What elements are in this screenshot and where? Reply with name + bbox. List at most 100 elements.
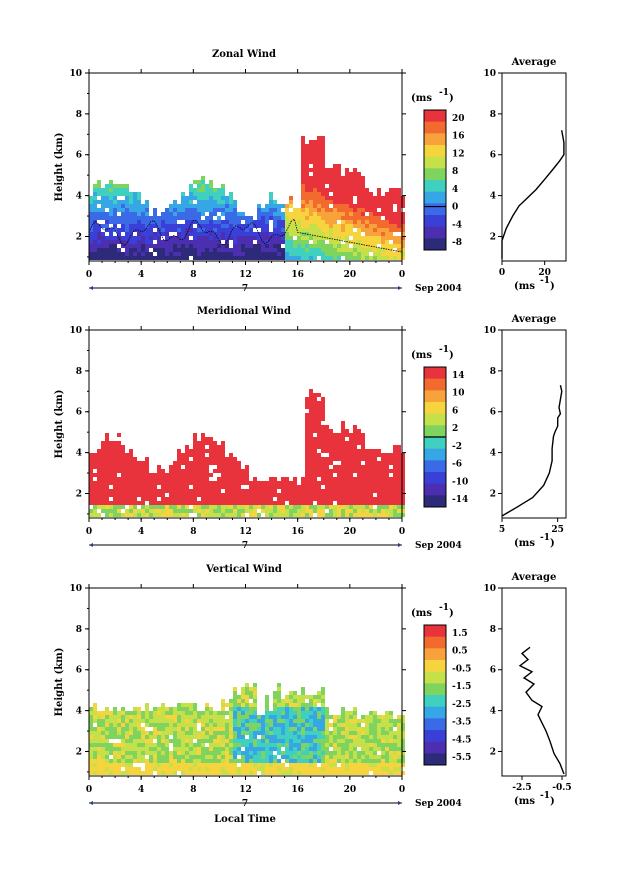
heatmap-cell [245,723,249,727]
heatmap-cell [97,505,101,509]
heatmap-cell [121,763,125,767]
heatmap-cell [273,695,277,699]
heatmap-cell [353,188,357,192]
heatmap-cell [189,731,193,735]
heatmap-cell [357,184,361,188]
heatmap-cell [101,469,105,473]
heatmap-cell [381,751,385,755]
heatmap-cell [261,739,265,743]
heatmap-cell [181,739,185,743]
heatmap-cell [321,735,325,739]
heatmap-cell [369,509,373,513]
heatmap-cell [185,256,189,260]
heatmap-cell [97,747,101,751]
heatmap-cell [97,485,101,489]
heatmap-cell [313,715,317,719]
heatmap-cell [369,763,373,767]
heatmap-cell [177,707,181,711]
heatmap-cell [145,469,149,473]
heatmap-cell [189,212,193,216]
heatmap-cell [353,751,357,755]
heatmap-cell [265,723,269,727]
heatmap-cell [221,461,225,465]
heatmap-cell [193,509,197,513]
heatmap-cell [269,755,273,759]
heatmap-cell [185,723,189,727]
heatmap-cell [157,473,161,477]
heatmap-cell [381,465,385,469]
heatmap-cell [325,180,329,184]
heatmap-cell [301,707,305,711]
heatmap-cell [349,731,353,735]
heatmap-cell [353,244,357,248]
heatmap-cell [245,755,249,759]
heatmap-cell [177,755,181,759]
heatmap-cell [125,188,129,192]
heatmap-cell [125,248,129,252]
heatmap-cell [217,196,221,200]
x-tick-label: 0 [399,270,405,280]
heatmap-cell [297,695,301,699]
heatmap-cell [173,224,177,228]
heatmap-cell [189,767,193,771]
heatmap-cell [109,473,113,477]
heatmap-cell [297,232,301,236]
heatmap-cell [341,485,345,489]
heatmap-cell [149,735,153,739]
heatmap-cell [309,409,313,413]
heatmap-cell [341,727,345,731]
heatmap-cell [365,232,369,236]
heatmap-cell [121,457,125,461]
heatmap-cell [253,489,257,493]
heatmap-cell [193,771,197,775]
heatmap-cell [161,212,165,216]
heatmap-cell [265,739,269,743]
heatmap-cell [357,248,361,252]
heatmap-cell [305,252,309,256]
heatmap-cell [345,172,349,176]
heatmap-cell [165,224,169,228]
heatmap-cell [305,192,309,196]
colorbar-segment [424,437,446,450]
heatmap-cell [137,481,141,485]
heatmap-cell [169,236,173,240]
heatmap-cell [133,505,137,509]
heatmap-cell [221,501,225,505]
heatmap-cell [273,244,277,248]
heatmap-cell [121,192,125,196]
heatmap-cell [109,767,113,771]
heatmap-cell [229,493,233,497]
heatmap-cell [361,739,365,743]
heatmap-cell [221,441,225,445]
heatmap-cell [369,497,373,501]
colorbar-tick-label: -4.5 [452,735,471,745]
heatmap-cell [293,723,297,727]
heatmap-cell [213,735,217,739]
heatmap-cell [145,763,149,767]
heatmap-cell [345,457,349,461]
heatmap-cell [161,469,165,473]
heatmap-cell [309,152,313,156]
heatmap-cell [153,719,157,723]
heatmap-cell [349,457,353,461]
heatmap-cell [129,763,133,767]
heatmap-cell [181,735,185,739]
heatmap-cell [277,735,281,739]
heatmap-cell [249,228,253,232]
heatmap-cell [193,212,197,216]
heatmap-cell [165,485,169,489]
heatmap-cell [117,751,121,755]
heatmap-cell [205,461,209,465]
heatmap-cell [381,489,385,493]
heatmap-cell [377,489,381,493]
heatmap-cell [257,240,261,244]
heatmap-cell [289,501,293,505]
heatmap-cell [273,481,277,485]
heatmap-cell [309,489,313,493]
heatmap-cell [365,509,369,513]
heatmap-cell [209,743,213,747]
heatmap-cell [221,751,225,755]
heatmap-cell [209,711,213,715]
heatmap-cell [213,509,217,513]
heatmap-cell [361,481,365,485]
